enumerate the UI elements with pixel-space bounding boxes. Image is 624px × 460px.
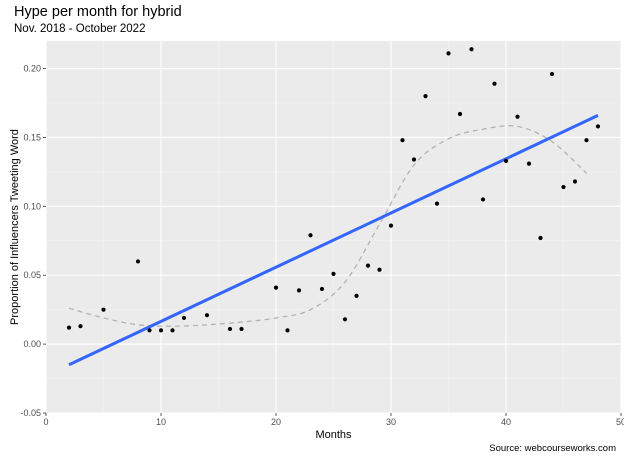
data-point (469, 47, 474, 52)
data-point (457, 111, 463, 117)
data-point (572, 179, 578, 184)
data-point (584, 138, 589, 143)
data-point (273, 285, 279, 290)
data-point (66, 325, 72, 330)
x-tick-label: 30 (386, 417, 396, 427)
data-point (285, 328, 290, 333)
data-point (400, 138, 405, 143)
data-point (388, 223, 394, 228)
data-point (308, 233, 313, 238)
data-point (538, 235, 543, 241)
data-point (434, 201, 440, 206)
axes: 0 10 20 30 40 50 -0.05 0.00 0.05 0.10 0.15 0.20 (20, 64, 624, 427)
data-point (595, 124, 601, 129)
y-tick-label: 0.05 (23, 270, 41, 280)
x-tick-label: 40 (501, 417, 511, 427)
data-point (342, 317, 348, 322)
chart-caption: Source: webcourseworks.com (489, 443, 616, 454)
y-tick-label: -0.05 (20, 408, 41, 418)
x-tick-label: 50 (616, 417, 624, 427)
chart-subtitle: Nov. 2018 - October 2022 (14, 23, 146, 35)
data-point (319, 286, 325, 292)
x-tick-label: 0 (43, 417, 48, 427)
y-tick-label: 0.15 (23, 132, 41, 142)
data-point (561, 184, 566, 190)
data-point (296, 288, 302, 293)
data-point (170, 328, 175, 333)
y-axis-title: Proportion of Influencers Tweeting Word (9, 129, 21, 325)
chart-title: Hype per month for hybrid (14, 4, 182, 20)
data-point (480, 197, 486, 202)
smooth-fit-line (68, 125, 587, 327)
data-point (411, 157, 417, 162)
data-point (331, 271, 336, 276)
linear-fit (68, 114, 599, 367)
data-point (227, 326, 233, 332)
data-point (147, 328, 152, 333)
data-point (377, 267, 382, 272)
x-tick-label: 20 (271, 417, 281, 427)
data-point (135, 259, 141, 264)
smooth-fit (68, 125, 587, 327)
data-point (515, 114, 520, 119)
data-point (446, 51, 451, 56)
x-tick-label: 10 (156, 417, 166, 427)
data-point (78, 324, 83, 329)
data-point (239, 326, 244, 332)
data-point (423, 94, 428, 99)
data-point (503, 158, 509, 163)
linear-fit-line (68, 114, 599, 367)
y-tick-label: 0.20 (23, 64, 41, 74)
data-point (181, 315, 187, 321)
data-point (549, 71, 555, 77)
data-point (526, 161, 532, 166)
y-tick-label: 0.10 (23, 201, 41, 211)
data-point (354, 293, 359, 298)
x-axis-title: Months (315, 429, 352, 441)
data-point (204, 313, 210, 318)
data-point (492, 81, 497, 86)
data-points (66, 47, 601, 333)
data-point (365, 263, 371, 268)
data-point (101, 307, 106, 312)
data-point (158, 328, 164, 333)
y-tick-label: 0.00 (23, 339, 41, 349)
